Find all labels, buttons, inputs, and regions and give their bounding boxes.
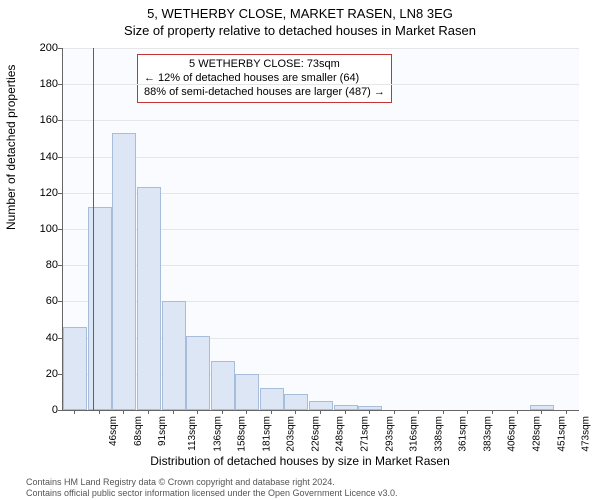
- xtick-mark: [467, 410, 468, 414]
- ytick-label: 40: [28, 332, 58, 344]
- ytick-label: 80: [28, 259, 58, 271]
- ytick-mark: [58, 193, 62, 194]
- xtick-mark: [566, 410, 567, 414]
- xtick-mark: [74, 410, 75, 414]
- xtick-label: 113sqm: [187, 416, 198, 451]
- ytick-mark: [58, 338, 62, 339]
- ytick-label: 120: [28, 187, 58, 199]
- xtick-mark: [517, 410, 518, 414]
- ytick-label: 60: [28, 295, 58, 307]
- histogram-bar: [309, 401, 333, 410]
- histogram-bar: [284, 394, 308, 410]
- xtick-mark: [492, 410, 493, 414]
- chart-plot-area: 5 WETHERBY CLOSE: 73sqm ← 12% of detache…: [62, 48, 579, 411]
- xtick-label: 248sqm: [335, 416, 346, 452]
- xtick-mark: [418, 410, 419, 414]
- histogram-bar: [112, 133, 136, 410]
- ytick-mark: [58, 48, 62, 49]
- xtick-label: 46sqm: [108, 416, 119, 446]
- title-main: 5, WETHERBY CLOSE, MARKET RASEN, LN8 3EG: [0, 0, 600, 21]
- gridline: [63, 157, 579, 158]
- xtick-mark: [295, 410, 296, 414]
- xtick-mark: [123, 410, 124, 414]
- ytick-label: 0: [28, 404, 58, 416]
- annotation-line-1: 5 WETHERBY CLOSE: 73sqm: [144, 58, 385, 72]
- histogram-bar: [88, 207, 112, 410]
- histogram-bar: [186, 336, 210, 410]
- ytick-label: 20: [28, 368, 58, 380]
- xtick-label: 181sqm: [261, 416, 272, 452]
- gridline: [63, 48, 579, 49]
- x-axis-title: Distribution of detached houses by size …: [0, 454, 600, 468]
- xtick-label: 361sqm: [458, 416, 469, 452]
- ytick-mark: [58, 84, 62, 85]
- gridline: [63, 120, 579, 121]
- xtick-label: 158sqm: [237, 416, 248, 452]
- histogram-bar: [137, 187, 161, 410]
- ytick-label: 200: [28, 42, 58, 54]
- histogram-bar: [260, 388, 284, 410]
- title-sub: Size of property relative to detached ho…: [0, 21, 600, 38]
- xtick-label: 406sqm: [507, 416, 518, 452]
- footer-line-2: Contains official public sector informat…: [26, 488, 398, 498]
- ytick-mark: [58, 229, 62, 230]
- xtick-label: 383sqm: [482, 416, 493, 452]
- ytick-mark: [58, 265, 62, 266]
- xtick-label: 203sqm: [286, 416, 297, 452]
- histogram-bar: [63, 327, 87, 410]
- xtick-label: 428sqm: [532, 416, 543, 452]
- ytick-mark: [58, 374, 62, 375]
- histogram-bar: [211, 361, 235, 410]
- xtick-label: 271sqm: [360, 416, 371, 452]
- histogram-bar: [162, 301, 186, 410]
- xtick-label: 226sqm: [310, 416, 321, 452]
- xtick-mark: [443, 410, 444, 414]
- xtick-mark: [394, 410, 395, 414]
- xtick-label: 473sqm: [581, 416, 592, 452]
- annotation-line-3: 88% of semi-detached houses are larger (…: [144, 86, 385, 100]
- xtick-label: 293sqm: [384, 416, 395, 452]
- xtick-mark: [197, 410, 198, 414]
- ytick-mark: [58, 301, 62, 302]
- xtick-mark: [246, 410, 247, 414]
- xtick-mark: [173, 410, 174, 414]
- xtick-mark: [320, 410, 321, 414]
- ytick-mark: [58, 157, 62, 158]
- annotation-box: 5 WETHERBY CLOSE: 73sqm ← 12% of detache…: [137, 54, 392, 103]
- xtick-mark: [541, 410, 542, 414]
- footer-line-1: Contains HM Land Registry data © Crown c…: [26, 477, 398, 487]
- xtick-mark: [345, 410, 346, 414]
- xtick-label: 316sqm: [409, 416, 420, 452]
- gridline: [63, 84, 579, 85]
- ytick-mark: [58, 410, 62, 411]
- xtick-mark: [222, 410, 223, 414]
- ytick-label: 160: [28, 114, 58, 126]
- histogram-bar: [235, 374, 259, 410]
- y-axis-title: Number of detached properties: [4, 65, 18, 230]
- xtick-label: 136sqm: [212, 416, 223, 452]
- xtick-mark: [369, 410, 370, 414]
- histogram-bar: [334, 405, 358, 410]
- xtick-mark: [99, 410, 100, 414]
- property-marker-line: [93, 48, 94, 410]
- footer-attribution: Contains HM Land Registry data © Crown c…: [26, 477, 398, 498]
- ytick-label: 140: [28, 151, 58, 163]
- xtick-label: 451sqm: [556, 416, 567, 452]
- ytick-label: 180: [28, 78, 58, 90]
- xtick-label: 68sqm: [133, 416, 144, 446]
- xtick-label: 91sqm: [157, 416, 168, 446]
- xtick-mark: [148, 410, 149, 414]
- ytick-label: 100: [28, 223, 58, 235]
- ytick-mark: [58, 120, 62, 121]
- xtick-mark: [271, 410, 272, 414]
- xtick-label: 338sqm: [433, 416, 444, 452]
